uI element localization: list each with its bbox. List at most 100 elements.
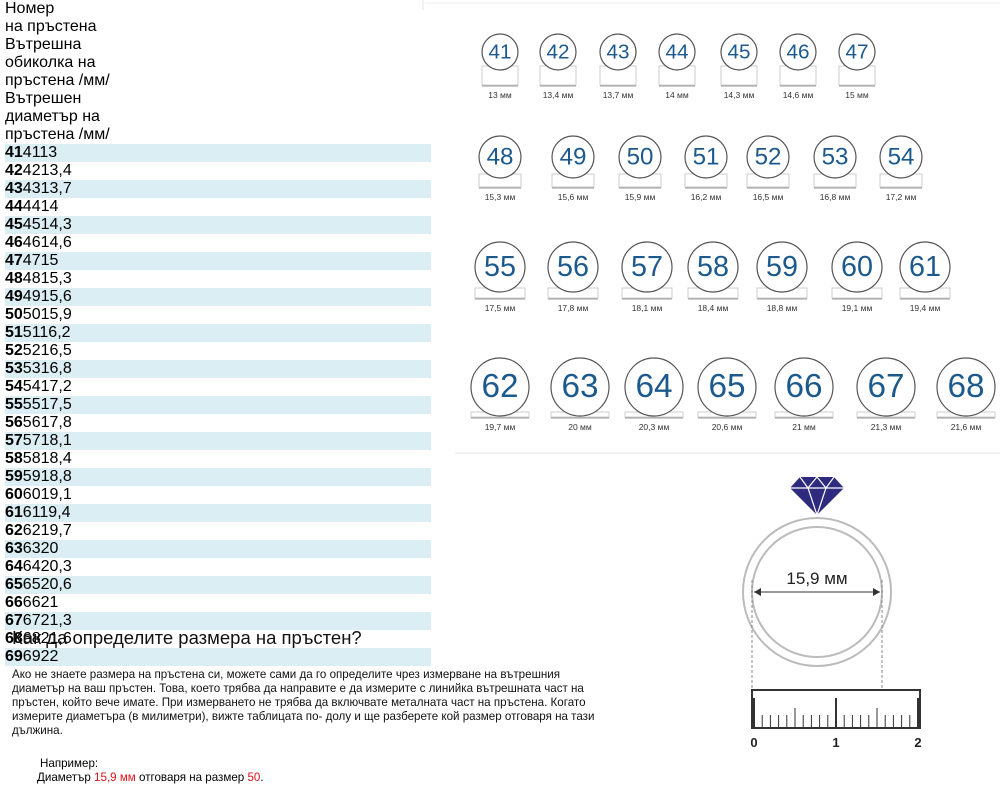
cell: 65 [22,576,41,593]
cell: 45 [22,216,41,233]
ring-diameter: 14 мм [665,90,689,100]
ring-size: 66 [785,368,822,405]
cell: 44 [22,198,41,215]
cell: 15,3 [40,270,72,287]
table-row: 595918,8 [5,468,431,486]
ring-diameter: 19,4 мм [910,303,941,313]
table-row: 626219,7 [5,522,431,540]
ruler-label: 2 [914,735,921,750]
example-part: 50 [247,771,261,784]
cell: 67 [5,612,23,629]
ring-size: 62 [481,368,518,405]
table-row: 606019,1 [5,486,431,504]
cell: 64 [22,558,41,575]
header-line: Номер [5,0,55,17]
ring-size: 52 [755,143,782,170]
example-part: отговаря на размер [135,771,248,784]
example: Диаметър 15,9 мм отговаря на размер 50. [37,771,264,784]
cell: 69 [22,648,41,665]
ring-size: 58 [697,251,729,283]
cell: 13,7 [40,180,72,197]
ring-circle [481,33,519,71]
ring-diameter: 14,3 мм [724,90,755,100]
ring-size: 56 [557,251,589,283]
ring-circle [774,357,834,417]
cell: 20,6 [40,576,72,593]
cell: 42 [22,162,41,179]
cell: 15,6 [40,288,72,305]
ring-diameter: 18,4 мм [698,303,729,313]
ring-size: 41 [488,40,511,63]
cell: 65 [5,576,23,593]
table-row: 474715 [5,252,431,270]
header-line: Вътрешен [5,90,82,107]
ring-circle [936,357,996,417]
ring-size: 42 [546,40,569,63]
cell: 50 [22,306,41,323]
cell: 55 [5,396,23,413]
cell: 20 [40,540,59,557]
ring-circle [697,357,757,417]
ring-diameter: 19,1 мм [842,303,873,313]
ring-diameter: 13 мм [488,90,512,100]
cell: 41 [22,144,40,161]
cell: 54 [22,378,41,395]
table-row: 565617,8 [5,414,431,432]
paragraph-line: дължина. [12,724,63,737]
ring-size: 47 [845,40,868,63]
table-row: 616119,4 [5,504,431,522]
cell: 67 [22,612,41,629]
cell: 60 [22,486,41,503]
ring-size: 60 [841,251,873,283]
ring-circle [599,33,637,71]
cell: 47 [5,252,23,269]
ring-circle [720,33,758,71]
ring-size: 48 [487,143,514,170]
cell: 18,4 [40,450,72,467]
cell: 52 [5,342,23,359]
cell: 18,8 [40,468,72,485]
ring-circle [756,241,808,293]
table-row: 585818,4 [5,450,431,468]
cell: 48 [22,270,41,287]
ring-circle [687,241,739,293]
ring-circle [474,241,526,293]
cell: 19,7 [40,522,72,539]
table-row: 646420,3 [5,558,431,576]
cell: 51 [22,324,40,341]
diamond-facet [799,476,835,517]
cell: 42 [5,162,23,179]
cell: 16,2 [39,324,71,341]
cell: 60 [5,486,23,503]
ring-circle [879,135,923,179]
ring-circle [470,357,530,417]
ring-diameter: 14,6 мм [783,90,814,100]
ring-size: 49 [560,143,587,170]
ring-diameter: 20,6 мм [712,422,743,432]
cell: 22 [40,648,59,665]
ring-size: 63 [561,368,598,405]
cell: 53 [22,360,41,377]
header-line: на пръстена [5,18,97,35]
cell: 15,9 [40,306,72,323]
ring-diameter: 13,7 мм [603,90,634,100]
ring-size: 44 [665,40,688,63]
heading: Как да определите размера на пръстен? [12,627,362,648]
ring-circle [684,135,728,179]
table-row: 464614,6 [5,234,431,252]
table-row: 545417,2 [5,378,431,396]
ring-circle [779,33,817,71]
cell: 46 [5,234,23,251]
table-row: 434313,7 [5,180,431,198]
ring-size: 64 [635,368,672,405]
ring-outer [742,517,892,667]
cell: 53 [5,360,23,377]
table-row: 515116,2 [5,324,431,342]
ring-diameter: 20 мм [568,422,592,432]
cell: 68 [22,630,41,647]
ring-circle [746,135,790,179]
example-part: . [260,771,264,784]
paragraph-line: Ако не знаете размера на пръстена си, мо… [12,668,561,681]
header-line: Вътрешна [5,36,82,53]
ring-size: 43 [606,40,629,63]
